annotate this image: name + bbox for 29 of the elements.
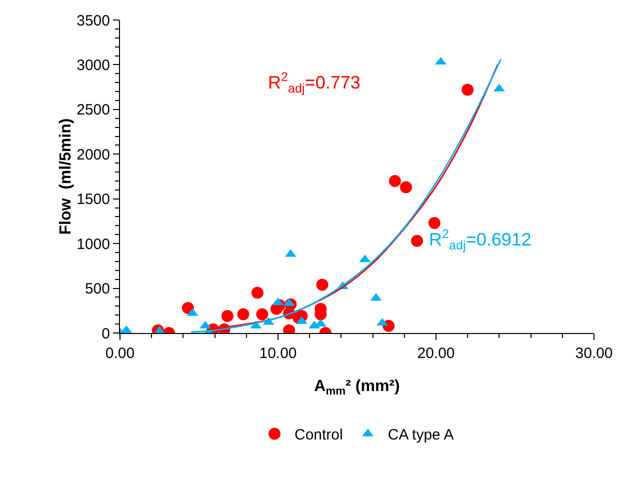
y-tick-label: 1000	[76, 236, 110, 253]
point	[462, 84, 474, 96]
point	[237, 308, 250, 320]
y-tick-label: 3500	[76, 12, 110, 30]
y-tick-label: 1500	[76, 191, 110, 208]
y-axis-title: Flow (ml/5min)	[58, 118, 75, 235]
x-tick-label: 30.00	[575, 345, 613, 362]
legend-label: CA type A	[388, 426, 454, 444]
point	[182, 302, 194, 314]
annotation: R$^{2}$$_{adj}$=0.6912	[429, 227, 532, 252]
point	[400, 181, 412, 194]
x-tick-label: 0.00	[105, 345, 135, 362]
x-tick-label: 10.00	[259, 345, 297, 362]
point	[411, 234, 424, 247]
point	[428, 217, 440, 229]
y-tick-label: 500	[84, 280, 110, 298]
annotation: R$^{2}$$_{adj}$=0.773	[268, 70, 360, 96]
point	[388, 174, 401, 187]
point	[251, 286, 264, 299]
y-tick-label: 2000	[76, 146, 110, 164]
y-tick-label: 2500	[76, 102, 110, 119]
x-tick-label: 20.00	[417, 345, 455, 362]
x-axis-title: A$_{mm}$² (mm²)	[314, 378, 400, 398]
y-tick-label: 0	[102, 325, 110, 342]
point	[316, 278, 328, 291]
y-tick-label: 3000	[76, 56, 110, 74]
point	[256, 308, 268, 320]
point	[221, 310, 234, 322]
legend-label: Control	[294, 426, 343, 444]
